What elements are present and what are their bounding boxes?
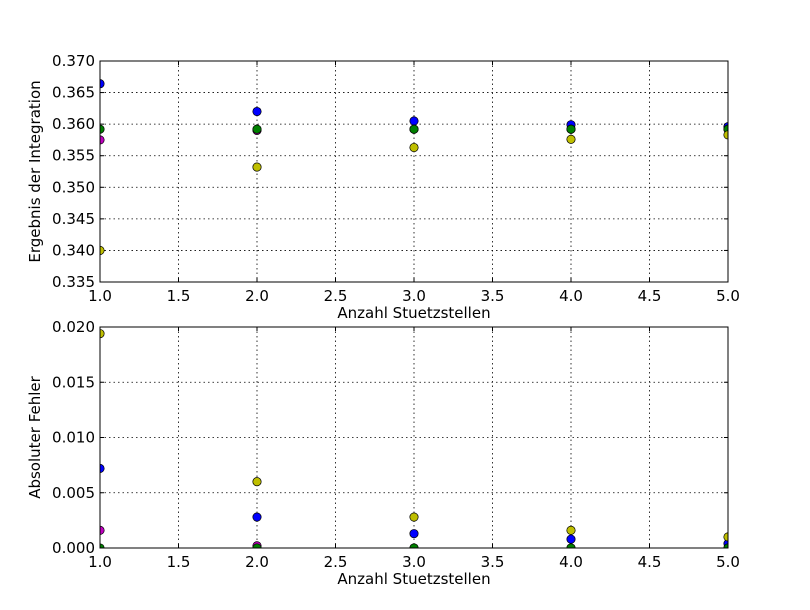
top-series-2-point: [252, 124, 262, 134]
bottom-x-tick-label: 2.5: [324, 553, 348, 571]
top-x-tick-label: 4.0: [559, 287, 583, 305]
bottom-x-tick-label: 4.0: [559, 553, 583, 571]
top-series-0-point: [409, 116, 419, 126]
top-series-2-point: [566, 124, 576, 134]
bottom-series-0-point: [252, 512, 262, 522]
bottom-x-tick-label: 3.5: [481, 553, 505, 571]
bottom-x-tick-label: 5.0: [716, 553, 740, 571]
bottom-y-tick-label: 0.005: [52, 484, 95, 502]
bottom-x-tick-label: 4.5: [638, 553, 662, 571]
bottom-axes-frame: [99, 326, 729, 549]
top-plot-panel: 1.0 1.5 2.0 2.5 3.0 3.5 4.0 4.5 5.0 0.335 0.340 0.3…: [26, 52, 740, 322]
bottom-x-tick-label: 2.0: [245, 553, 269, 571]
top-y-tick-label: 0.365: [52, 84, 95, 102]
top-series-3-point: [409, 142, 419, 153]
bottom-plot-panel: 1.0 1.5 2.0 2.5 3.0 3.5 4.0 4.5 5.0 0.000 0.005 0.0…: [26, 318, 740, 588]
top-y-tick-label: 0.345: [52, 210, 95, 228]
top-x-tick-label: 3.0: [402, 287, 426, 305]
top-series-3-point: [252, 162, 262, 172]
bottom-x-axis-label: Anzahl Stuetzstellen: [337, 570, 490, 588]
top-axes-frame: [99, 60, 729, 283]
top-x-tick-label: 2.0: [245, 287, 269, 305]
bottom-series-3-point: [566, 525, 576, 535]
bottom-points: [100, 329, 728, 548]
bottom-x-tick-label: 1.0: [88, 553, 112, 571]
top-series-0-point: [252, 106, 262, 117]
top-x-tick-label: 1.0: [88, 287, 112, 305]
top-x-tick-label: 2.5: [324, 287, 348, 305]
top-points: [100, 79, 728, 255]
top-x-axis-label: Anzahl Stuetzstellen: [337, 304, 490, 322]
bottom-y-tick-label: 0.015: [52, 373, 95, 391]
bottom-y-tick-label: 0.000: [52, 539, 95, 557]
bottom-series-0-point: [409, 529, 419, 539]
top-x-tick-label: 4.5: [638, 287, 662, 305]
top-y-axis-label: Ergebnis der Integration: [26, 80, 44, 262]
bottom-series-3-point: [409, 512, 419, 522]
top-x-tick-label: 5.0: [716, 287, 740, 305]
top-plot-area: [100, 61, 728, 282]
top-series-2-point: [409, 124, 419, 134]
bottom-y-tick-label: 0.010: [52, 429, 95, 447]
top-y-tick-label: 0.360: [52, 115, 95, 133]
top-y-tick-label: 0.370: [52, 52, 95, 70]
top-x-tick-label: 1.5: [167, 287, 191, 305]
top-y-tick-label: 0.350: [52, 178, 95, 196]
top-y-tick-label: 0.335: [52, 273, 95, 291]
top-y-tick-label: 0.355: [52, 147, 95, 165]
top-series-3-point: [566, 134, 576, 144]
top-y-tick-label: 0.340: [52, 241, 95, 259]
bottom-x-tick-label: 3.0: [402, 553, 426, 571]
bottom-y-tick-label: 0.020: [52, 318, 95, 336]
top-x-tick-label: 3.5: [481, 287, 505, 305]
bottom-x-tick-label: 1.5: [167, 553, 191, 571]
bottom-y-axis-label: Absoluter Fehler: [26, 375, 44, 498]
bottom-series-3-point: [252, 477, 262, 487]
bottom-series-0-point: [566, 534, 576, 544]
